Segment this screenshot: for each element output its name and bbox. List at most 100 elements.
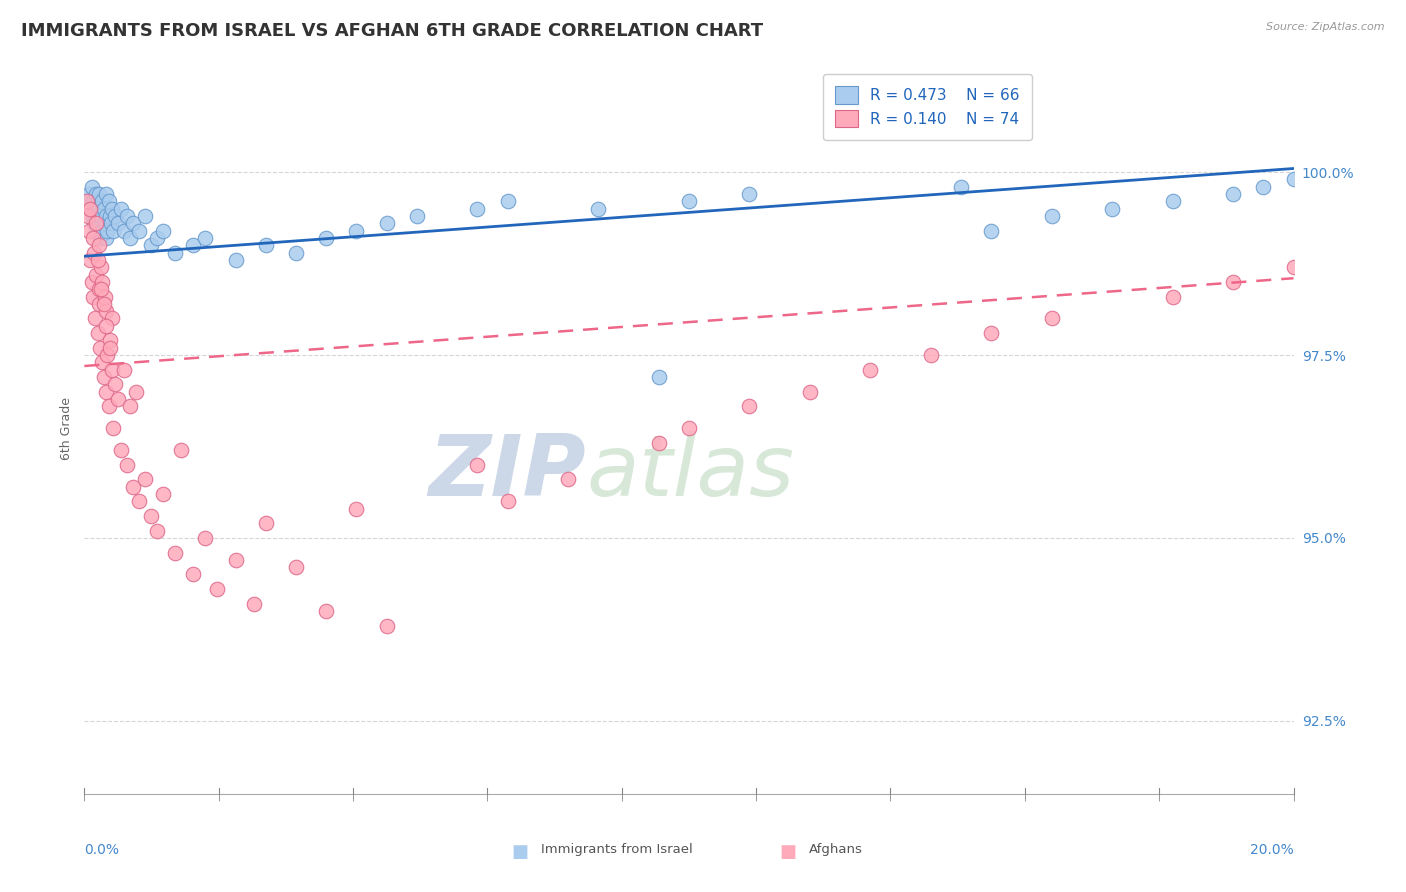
Point [89,187,111,202]
Point [165,245,187,260]
Point [950,179,973,194]
Point [207,582,229,596]
Point [1040,209,1063,223]
Point [1222,275,1244,289]
Point [859,362,882,376]
Point [315,231,337,245]
Point [588,202,610,216]
Text: atlas: atlas [586,431,794,514]
Point [165,545,187,559]
Point [103,421,125,435]
Point [112,224,135,238]
Point [89,238,111,252]
Point [98,209,121,223]
Point [121,480,143,494]
Point [80,179,103,194]
Point [80,275,103,289]
Point [94,209,117,223]
Point [115,209,138,223]
Point [100,202,122,216]
Point [1101,202,1123,216]
Point [467,202,489,216]
Text: Source: ZipAtlas.com: Source: ZipAtlas.com [1267,22,1385,32]
Point [96,348,118,362]
Point [181,238,204,252]
Point [1253,179,1275,194]
Point [346,501,368,516]
Point [738,399,761,413]
Point [152,487,174,501]
Point [89,231,111,245]
Point [104,377,127,392]
Point [86,326,108,340]
Point [648,435,671,450]
Text: ZIP: ZIP [429,431,586,514]
Point [181,567,204,582]
Point [678,194,700,209]
Point [94,231,117,245]
Point [94,384,117,399]
Point [1040,311,1063,326]
Point [146,231,169,245]
Point [285,560,308,574]
Point [194,531,217,545]
Point [94,289,117,303]
Point [90,282,112,296]
Point [128,494,150,508]
Point [254,516,277,531]
Point [100,362,122,376]
Point [225,252,247,267]
Point [1161,194,1184,209]
Point [118,399,141,413]
Point [557,472,579,486]
Point [93,370,115,384]
Point [134,472,156,486]
Point [91,194,114,209]
Text: 20.0%: 20.0% [1250,843,1294,857]
Point [94,216,117,230]
Point [100,216,122,230]
Point [194,231,217,245]
Point [1282,260,1305,275]
Point [100,311,122,326]
Point [98,334,121,348]
Point [375,216,398,230]
Point [1222,187,1244,202]
Point [86,209,108,223]
Point [738,187,761,202]
Point [1161,289,1184,303]
Legend: R = 0.473    N = 66, R = 0.140    N = 74: R = 0.473 N = 66, R = 0.140 N = 74 [823,74,1032,139]
Point [79,202,101,216]
Point [82,209,104,223]
Point [98,341,121,355]
Point [121,216,143,230]
Point [225,553,247,567]
Point [93,202,115,216]
Point [91,275,114,289]
Point [799,384,821,399]
Text: Immigrants from Israel: Immigrants from Israel [541,843,693,856]
Point [83,216,105,230]
Point [82,289,104,303]
Point [86,224,108,238]
Point [79,202,101,216]
Point [77,209,100,223]
Point [242,597,264,611]
Point [128,224,150,238]
Text: 0.0%: 0.0% [84,843,120,857]
Point [125,384,148,399]
Point [89,341,111,355]
Point [79,252,101,267]
Point [86,194,108,209]
Point [920,348,942,362]
Point [82,231,104,245]
Point [146,524,169,538]
Point [110,443,132,458]
Point [84,202,107,216]
Point [90,260,112,275]
Point [84,311,107,326]
Point [980,224,1002,238]
Point [118,231,141,245]
Point [104,209,127,223]
Point [94,304,117,318]
